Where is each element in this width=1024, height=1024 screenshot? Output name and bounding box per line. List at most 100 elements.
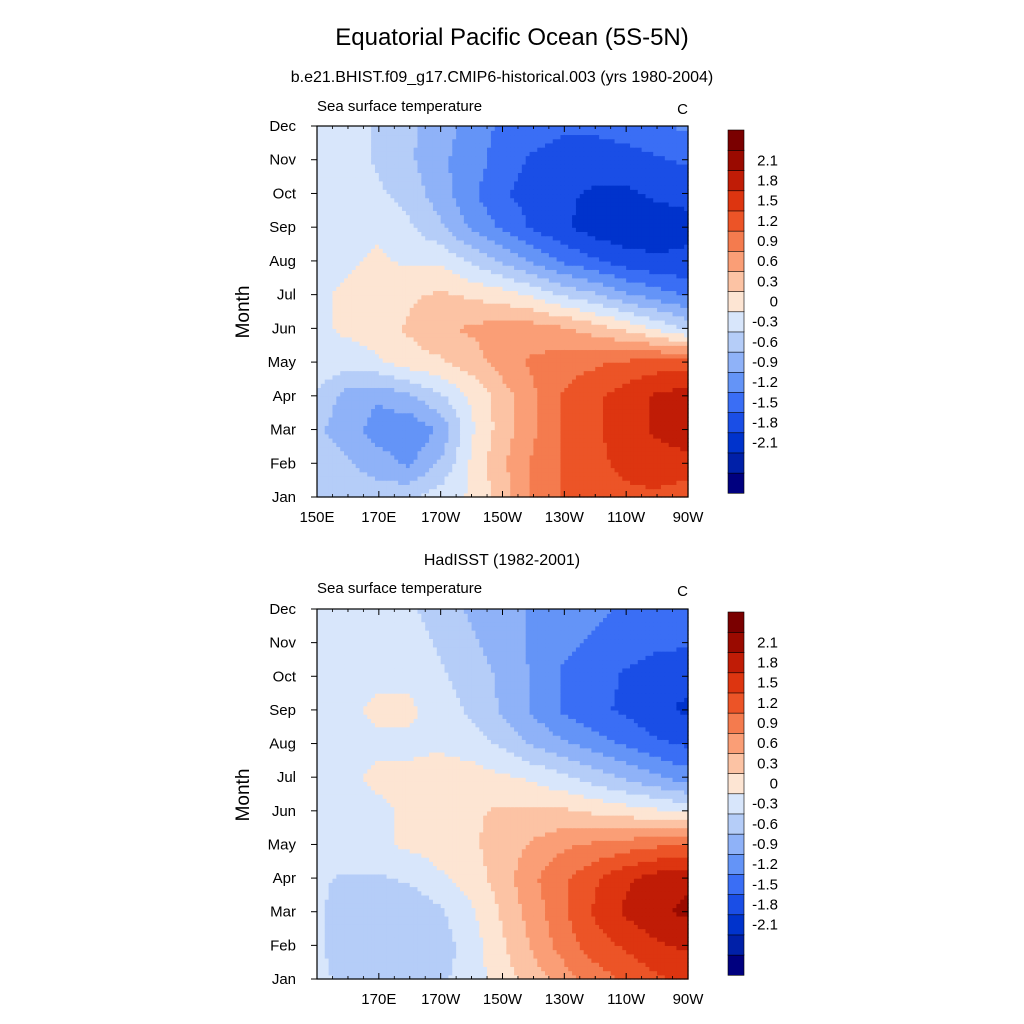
contour-cell (591, 429, 596, 435)
contour-cell (448, 492, 453, 498)
contour-cell (494, 446, 500, 452)
contour-cell (429, 425, 434, 431)
contour-cell (483, 357, 488, 363)
contour-cell (359, 480, 364, 485)
contour-cell (521, 345, 527, 351)
contour-cell (626, 412, 631, 418)
contour-cell (579, 357, 585, 363)
contour-cell (552, 332, 558, 338)
contour-cell (618, 319, 623, 325)
contour-cell (398, 475, 403, 481)
contour-cell (374, 281, 380, 287)
contour-cell (479, 265, 484, 270)
contour-cell (653, 433, 658, 439)
contour-cell (324, 471, 330, 477)
contour-cell (425, 404, 430, 410)
contour-cell (618, 332, 623, 338)
contour-cell (386, 416, 392, 422)
contour-cell (382, 400, 388, 405)
contour-cell (660, 429, 666, 435)
contour-cell (680, 400, 685, 405)
contour-cell (371, 290, 376, 296)
contour-cell (463, 421, 469, 426)
contour-cell (564, 383, 569, 388)
contour-cell (367, 281, 372, 287)
contour-cell (351, 345, 357, 351)
contour-cell (459, 290, 465, 296)
contour-cell (367, 454, 372, 460)
contour-cell (533, 463, 538, 469)
contour-cell (483, 459, 488, 464)
contour-cell (336, 480, 341, 485)
contour-cell (324, 311, 330, 317)
contour-cell (479, 349, 484, 355)
contour-cell (572, 484, 577, 490)
contour-cell (344, 303, 349, 308)
contour-cell (599, 328, 604, 334)
contour-cell (479, 303, 484, 308)
contour-cell (490, 353, 496, 359)
contour-cell (351, 311, 357, 317)
contour-cell (591, 480, 596, 485)
contour-cell (618, 442, 623, 448)
contour-cell (413, 475, 419, 481)
contour-cell (374, 480, 380, 485)
contour-cell (583, 459, 589, 464)
contour-cell (610, 307, 616, 313)
contour-cell (645, 294, 650, 300)
contour-cell (552, 298, 558, 304)
contour-cell (324, 345, 330, 351)
contour-cell (514, 484, 519, 490)
contour-cell (374, 345, 380, 351)
contour-cell (398, 416, 403, 422)
contour-cell (521, 349, 527, 355)
contour-cell (432, 454, 438, 460)
contour-cell (517, 387, 523, 393)
contour-cell (452, 362, 457, 367)
contour-cell (637, 294, 643, 300)
contour-cell (382, 362, 388, 367)
contour-cell (680, 298, 685, 304)
contour-cell (560, 446, 565, 452)
contour-cell (444, 324, 449, 329)
contour-cell (336, 467, 341, 473)
contour-cell (529, 480, 535, 485)
contour-cell (336, 387, 341, 393)
contour-cell (587, 400, 592, 405)
contour-cell (591, 353, 596, 359)
contour-cell (363, 442, 368, 448)
contour-cell (556, 362, 562, 367)
contour-cell (398, 265, 403, 270)
contour-cell (517, 408, 523, 414)
contour-cell (467, 269, 473, 275)
contour-cell (560, 463, 565, 469)
contour-cell (556, 315, 562, 321)
contour-cell (324, 408, 330, 414)
contour-cell (355, 298, 361, 304)
contour-cell (591, 294, 596, 300)
contour-cell (471, 294, 477, 300)
contour-cell (367, 362, 372, 367)
contour-cell (475, 374, 480, 380)
contour-cell (525, 492, 531, 498)
contour-cell (390, 269, 395, 275)
contour-cell (378, 265, 384, 270)
contour-cell (672, 425, 677, 431)
contour-cell (417, 269, 422, 275)
panel-1-subtitle-left: Sea surface temperature (317, 98, 482, 115)
contour-cell (409, 395, 415, 401)
contour-cell (676, 391, 681, 397)
contour-cell (409, 425, 415, 431)
contour-cell (425, 408, 430, 414)
contour-cell (409, 370, 415, 376)
contour-cell (440, 290, 446, 296)
contour-cell (371, 400, 376, 405)
contour-cell (641, 425, 647, 431)
contour-cell (630, 433, 635, 439)
contour-cell (606, 425, 612, 431)
contour-cell (429, 336, 434, 342)
contour-cell (421, 341, 426, 346)
contour-cell (417, 294, 422, 300)
contour-cell (432, 437, 438, 443)
contour-cell (610, 442, 616, 448)
